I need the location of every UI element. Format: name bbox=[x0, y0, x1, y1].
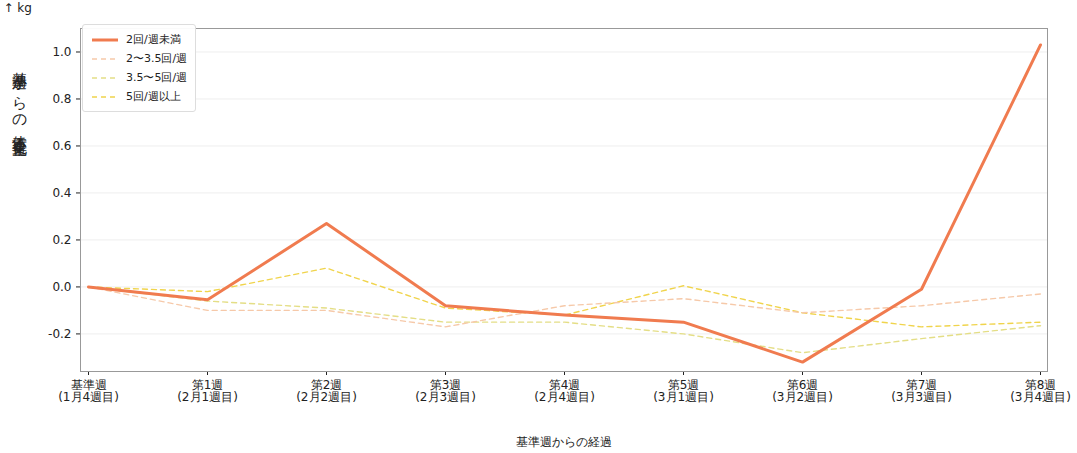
svg-text:第5週(3月1週目): 第5週(3月1週目) bbox=[653, 378, 714, 404]
svg-text:第4週(2月4週目): 第4週(2月4週目) bbox=[534, 378, 595, 404]
svg-text:基準週(1月4週目): 基準週(1月4週目) bbox=[58, 378, 119, 404]
svg-text:-0.2: -0.2 bbox=[48, 327, 71, 341]
svg-text:第2週(2月2週目): 第2週(2月2週目) bbox=[296, 378, 357, 404]
svg-text:0.6: 0.6 bbox=[52, 139, 71, 153]
svg-text:0.8: 0.8 bbox=[52, 92, 71, 106]
svg-text:第7週(3月3週目): 第7週(3月3週目) bbox=[891, 378, 952, 404]
svg-text:第8週(3月4週目): 第8週(3月4週目) bbox=[1010, 378, 1071, 404]
svg-text:0.4: 0.4 bbox=[52, 186, 71, 200]
html-text:2回/週未満: 2回/週未満 bbox=[126, 33, 181, 46]
html-text:5回/週以上: 5回/週以上 bbox=[126, 90, 181, 103]
svg-text:第1週(2月1週目): 第1週(2月1週目) bbox=[177, 378, 238, 404]
svg-text:0.0: 0.0 bbox=[52, 280, 71, 294]
html-text:3.5〜5回/週: 3.5〜5回/週 bbox=[126, 71, 188, 84]
html-text:2〜3.5回/週: 2〜3.5回/週 bbox=[126, 52, 188, 65]
svg-text:基準週からの経過: 基準週からの経過 bbox=[516, 435, 612, 449]
html-text:基準週からの体重変化量: 基準週からの体重変化量 bbox=[11, 60, 29, 133]
svg-text:↑ kg: ↑ kg bbox=[4, 1, 32, 15]
svg-text:0.2: 0.2 bbox=[52, 233, 71, 247]
svg-text:1.0: 1.0 bbox=[52, 45, 71, 59]
svg-text:第6週(3月2週目): 第6週(3月2週目) bbox=[772, 378, 833, 404]
svg-text:第3週(2月3週目): 第3週(2月3週目) bbox=[415, 378, 476, 404]
